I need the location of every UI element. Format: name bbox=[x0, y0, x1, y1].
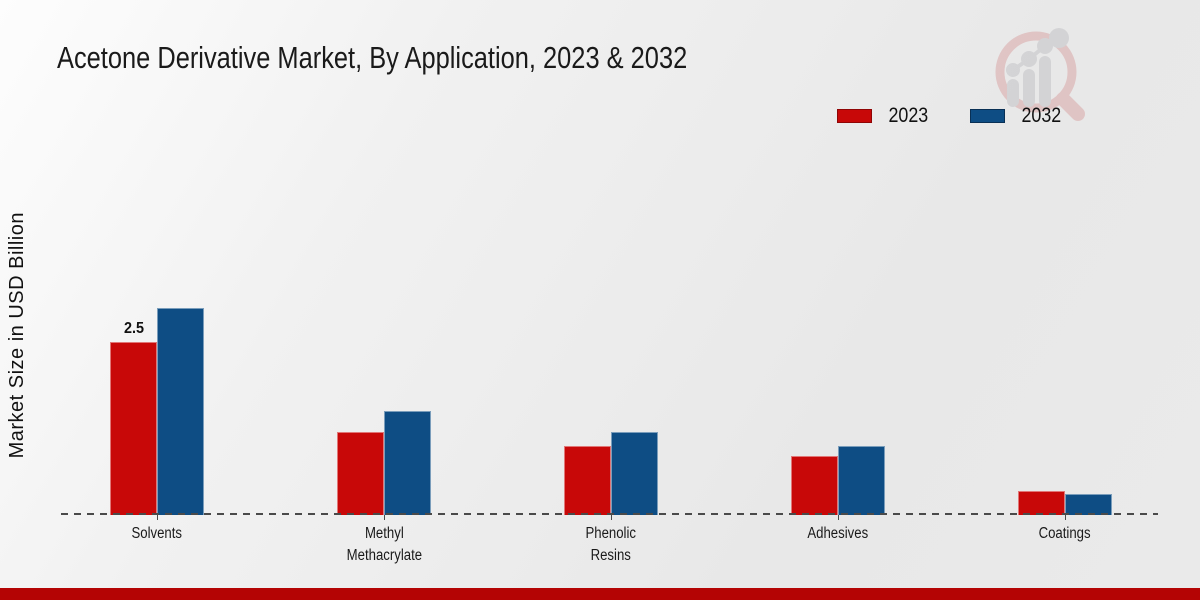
legend-label-2023: 2023 bbox=[888, 104, 929, 127]
bar-value-label: 2.5 bbox=[123, 320, 144, 337]
x-axis-tick bbox=[611, 515, 612, 520]
logo-trend-line-icon bbox=[1011, 36, 1060, 72]
category-label-adhesives: Adhesives bbox=[807, 525, 869, 542]
bar-2023-phenolic-resins bbox=[564, 446, 611, 515]
magnifier-bar-chart-logo-watermark bbox=[995, 28, 1085, 121]
category-label-solvents: Solvents bbox=[131, 525, 183, 542]
bar-2032-solvents bbox=[157, 308, 204, 515]
category-label-coatings: Coatings bbox=[1038, 525, 1092, 542]
footer-accent-bar bbox=[0, 588, 1200, 600]
legend-swatch-2032 bbox=[969, 109, 1005, 123]
bar-2032-methyl-methacrylate bbox=[384, 411, 431, 515]
chart-title-text: Acetone Derivative Market, By Applicatio… bbox=[57, 40, 688, 75]
x-axis-tick bbox=[384, 515, 385, 520]
bar-2032-phenolic-resins bbox=[611, 432, 658, 515]
bar-2023-solvents bbox=[110, 342, 157, 515]
x-axis-tick bbox=[157, 515, 158, 520]
legend: 2023 2032 bbox=[837, 104, 1064, 128]
bar-2032-adhesives bbox=[838, 446, 885, 515]
y-axis-label: Market Size in USD Billion bbox=[6, 212, 28, 459]
magnifier-handle-icon bbox=[1056, 92, 1085, 121]
chart-title: Acetone Derivative Market, By Applicatio… bbox=[57, 40, 826, 76]
x-axis-tick bbox=[1065, 515, 1066, 520]
bar-2023-coatings bbox=[1018, 491, 1065, 515]
legend-item-2023: 2023 bbox=[837, 104, 932, 128]
category-label-phenolic: Phenolic Resins bbox=[585, 525, 637, 565]
magnifier-ring-icon bbox=[995, 31, 1077, 113]
category-label-methyl: Methyl Methacrylate bbox=[346, 525, 422, 565]
bar-2023-methyl-methacrylate bbox=[337, 432, 384, 515]
x-axis-baseline bbox=[61, 513, 1158, 515]
bar-2032-coatings bbox=[1065, 494, 1112, 515]
legend-item-2032: 2032 bbox=[969, 104, 1065, 128]
legend-swatch-2023 bbox=[837, 109, 872, 123]
bar-2023-adhesives bbox=[791, 456, 838, 515]
legend-label-2032: 2032 bbox=[1021, 104, 1061, 127]
x-axis-tick bbox=[838, 515, 839, 520]
